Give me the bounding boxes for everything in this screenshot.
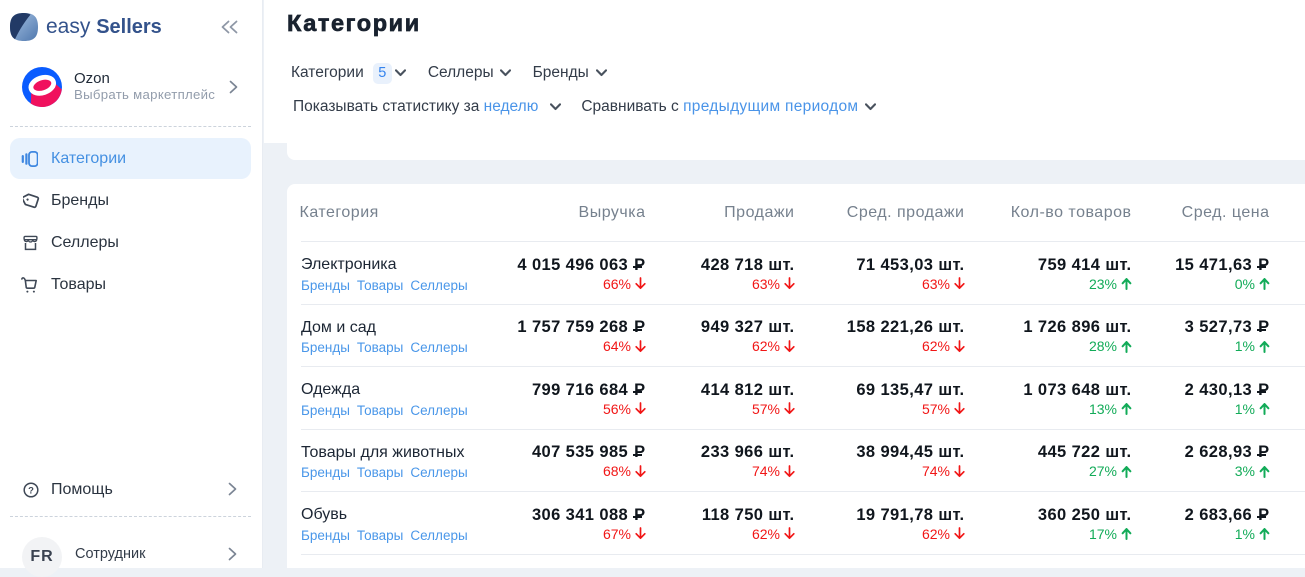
svg-text:?: ?: [28, 485, 34, 496]
